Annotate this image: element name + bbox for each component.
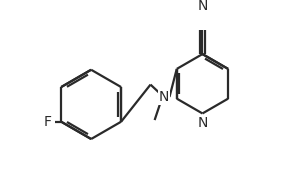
- Text: N: N: [197, 0, 208, 13]
- Text: F: F: [44, 115, 52, 129]
- Text: N: N: [197, 116, 208, 130]
- Text: N: N: [158, 90, 169, 104]
